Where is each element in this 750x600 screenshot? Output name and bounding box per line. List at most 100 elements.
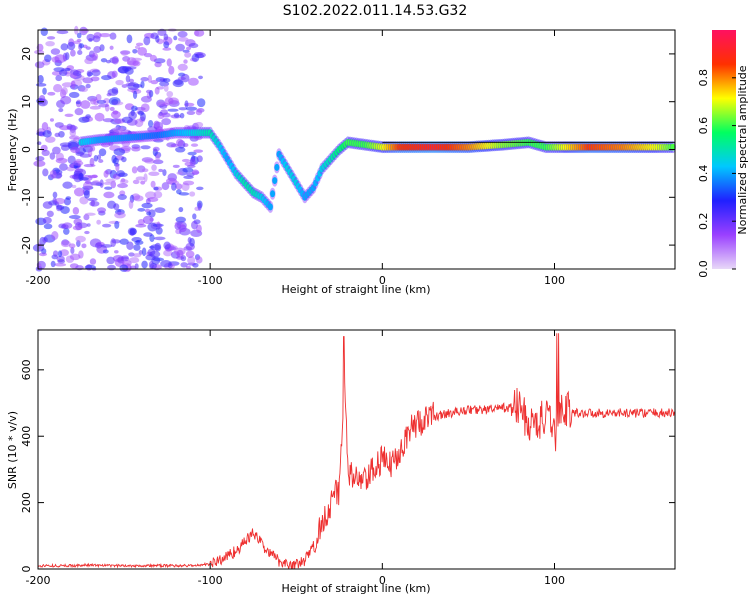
spectrogram-noise-blob (145, 198, 151, 205)
spectrogram-noise-blob (121, 84, 128, 89)
snr-data-point (227, 555, 228, 556)
snr-data-point (313, 545, 314, 546)
spectrogram-noise-blob (54, 132, 61, 138)
spectrogram-noise-blob (97, 207, 107, 214)
spectrogram-noise-blob (106, 92, 112, 97)
spectrogram-noise-blob (189, 237, 195, 247)
spectrogram-noise-blob (143, 232, 153, 237)
spectrogram-noise-blob (42, 130, 52, 138)
spectrogram-noise-blob (162, 169, 167, 177)
spectrogram-noise-blob (75, 101, 81, 105)
spectrogram-noise-blob (121, 116, 133, 124)
spectrogram-noise-blob (79, 43, 84, 49)
spectrogram-noise-blob (98, 148, 107, 157)
colorbar-ticks: 0.0 0.2 0.4 0.6 0.8 (697, 69, 736, 278)
spectrogram-noise-blob (175, 183, 183, 190)
snr-plot-area (38, 330, 675, 569)
spectrogram-noise-blob (69, 128, 77, 137)
colorbar-gradient (712, 30, 736, 269)
spectrogram-noise-blob (62, 222, 73, 229)
spectrogram-noise-blob (112, 126, 124, 133)
snr-data-point (89, 564, 90, 565)
snr-data-point (657, 412, 658, 413)
spectrogram-noise-blob (121, 139, 131, 147)
spectrogram-noise-blob (163, 249, 173, 257)
spectrogram-noise-blob (94, 112, 105, 122)
spectrogram-x-ticks: -200 -100 0 100 (26, 30, 565, 287)
spectrogram-noise-blob (105, 59, 111, 64)
spectrogram-noise-blob (127, 227, 137, 236)
spectrogram-noise-blob (137, 47, 148, 56)
spectrogram-noise-blob (73, 187, 85, 197)
spectrogram-y-label--20: -20 (20, 236, 33, 254)
spectrogram-noise-blob (150, 180, 156, 188)
spectrogram-y-label-20: 20 (20, 47, 33, 61)
spectrogram-noise-blob (85, 114, 91, 119)
spectrogram-noise-blob (154, 242, 162, 252)
spectrogram-noise-blob (73, 40, 81, 45)
spectrogram-noise-blob (198, 75, 203, 80)
snr-data-point (640, 412, 641, 413)
spectrogram-noise-blob (54, 54, 66, 64)
spectrogram-noise-blob (54, 197, 66, 205)
spectrogram-noise-blob (117, 194, 127, 201)
spectrogram-noise-blob (91, 52, 99, 61)
spectrogram-noise-blob (140, 145, 151, 150)
spectrogram-noise-blob (171, 182, 177, 191)
spectrogram-noise-blob (37, 242, 42, 249)
snr-data-point (158, 565, 159, 566)
spectrogram-noise-blob (102, 223, 112, 228)
spectrogram-noise-blob (182, 49, 190, 53)
spectrogram-noise-blob (67, 140, 80, 150)
snr-y-ticks: 0 200 400 600 (20, 359, 675, 573)
spectrogram-noise-blob (121, 156, 127, 163)
spectrogram-noise-blob (149, 245, 155, 249)
spectrogram-ridge-point (270, 190, 276, 198)
spectrogram-noise-blob (91, 69, 101, 77)
spectrogram-noise-blob (135, 176, 146, 181)
spectrogram-noise-blob (147, 119, 154, 128)
spectrogram-noise-blob (52, 191, 58, 199)
snr-data-point (537, 422, 538, 423)
spectrogram-ridge-point (267, 203, 273, 211)
spectrogram-noise-blob (64, 67, 71, 72)
spectrogram-noise-blob (89, 105, 101, 110)
spectrogram-noise-blob (163, 33, 169, 41)
spectrogram-noise-blob (194, 30, 200, 37)
spectrogram-noise-blob (175, 216, 186, 223)
snr-x-label-0: 0 (379, 574, 386, 587)
spectrogram-noise-blob (82, 77, 94, 84)
spectrogram-noise-blob (178, 224, 187, 233)
spectrogram-noise-blob (112, 110, 119, 115)
spectrogram-noise-blob (111, 98, 119, 105)
spectrogram-noise-blob (109, 45, 114, 50)
spectrogram-noise-blob (166, 58, 172, 67)
spectrogram-noise-blob (104, 186, 113, 190)
spectrogram-noise-blob (77, 49, 83, 56)
spectrogram-noise-blob (42, 201, 53, 209)
spectrogram-noise-blob (173, 112, 180, 118)
spectrogram-noise-blob (81, 243, 87, 249)
spectrogram-noise-blob (196, 98, 206, 108)
spectrogram-noise-blob (99, 179, 104, 188)
spectrogram-noise-blob (147, 74, 153, 83)
spectrogram-noise-blob (142, 215, 154, 225)
spectrogram-noise-blob (128, 199, 134, 209)
spectrogram-noise-blob (72, 225, 83, 231)
spectrogram-noise-blob (44, 54, 52, 63)
spectrogram-noise-blob (46, 36, 56, 40)
spectrogram-noise-blob (64, 113, 74, 117)
snr-data-point (330, 502, 331, 503)
spectrogram-noise-blob (86, 70, 92, 77)
spectrogram-noise-blob (60, 43, 69, 51)
spectrogram-noise-blob (176, 138, 184, 147)
spectrogram-noise-blob (59, 163, 68, 171)
spectrogram-noise-blob (177, 76, 186, 81)
spectrogram-noise-blob (140, 95, 152, 103)
spectrogram-noise-blob (195, 256, 203, 264)
spectrogram-noise-blob (84, 57, 94, 65)
spectrogram-x-axis-label: Height of straight line (km) (281, 283, 430, 296)
spectrogram-noise-blob (40, 27, 48, 37)
spectrogram-noise-blob (50, 260, 56, 268)
spectrogram-noise-blob (177, 63, 188, 71)
